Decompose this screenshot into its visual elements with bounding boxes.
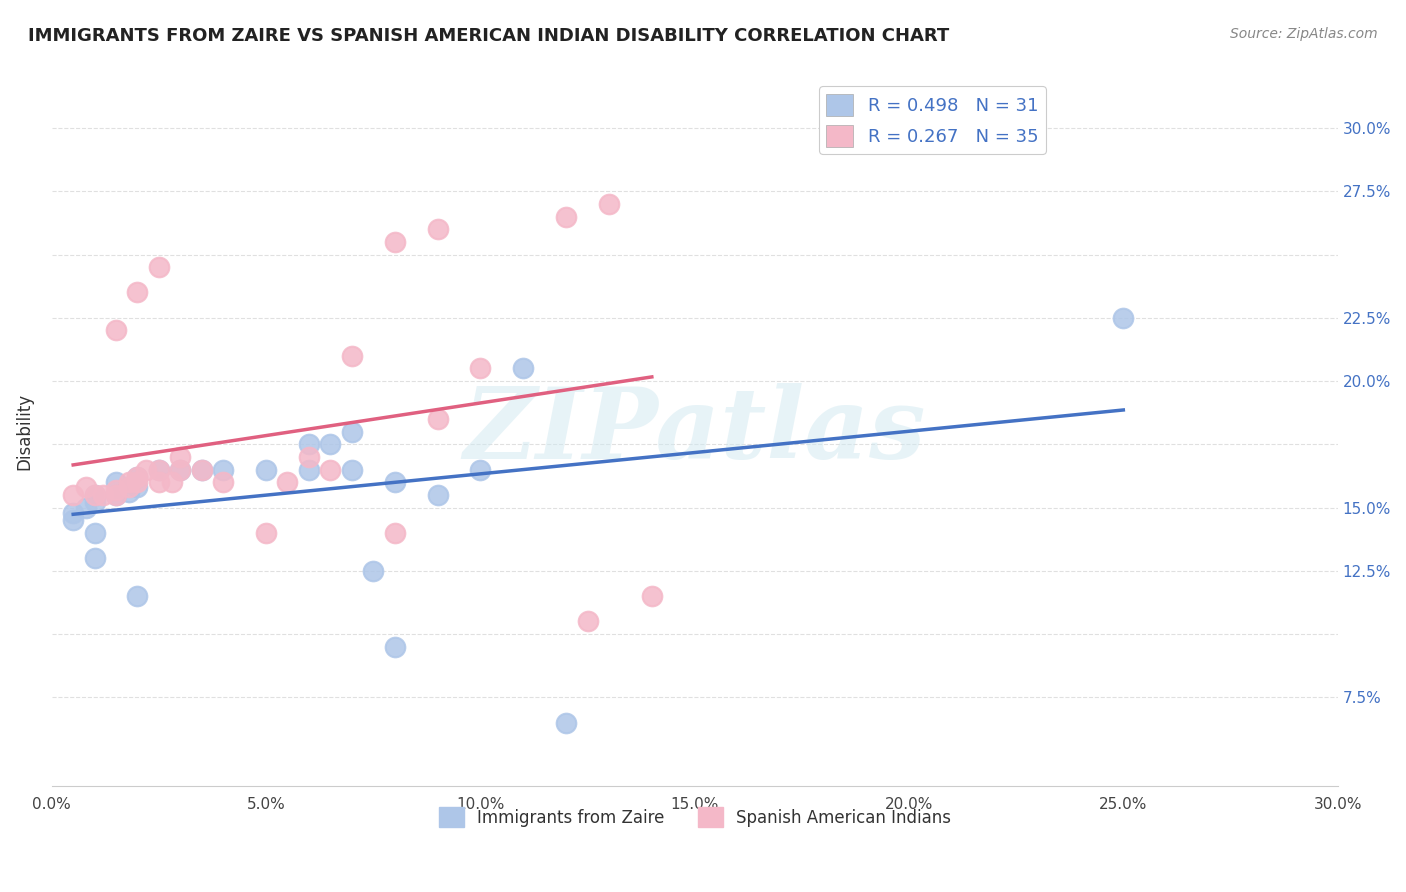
Point [62, 506, 84, 520]
Point [127, 475, 149, 490]
Point [127, 589, 149, 603]
Point [340, 349, 363, 363]
Point [426, 222, 449, 236]
Point [148, 475, 170, 490]
Point [127, 480, 149, 494]
Point [135, 462, 157, 476]
Point [576, 615, 599, 629]
Point [212, 475, 235, 490]
Point [319, 462, 342, 476]
Point [384, 640, 406, 654]
Point [62, 488, 84, 502]
Point [148, 260, 170, 275]
Point [118, 485, 141, 500]
Point [169, 450, 191, 464]
Point [160, 475, 183, 490]
Point [83, 495, 105, 509]
Point [105, 488, 128, 502]
Point [105, 488, 128, 502]
Point [127, 285, 149, 300]
Point [191, 462, 214, 476]
Point [83, 488, 105, 502]
Y-axis label: Disability: Disability [15, 393, 32, 470]
Point [384, 475, 406, 490]
Point [148, 462, 170, 476]
Point [384, 235, 406, 249]
Point [75, 480, 97, 494]
Point [298, 462, 321, 476]
Point [169, 462, 191, 476]
Text: ZIPatlas: ZIPatlas [464, 384, 927, 480]
Point [148, 462, 170, 476]
Point [83, 525, 105, 540]
Point [105, 323, 128, 337]
Point [641, 589, 664, 603]
Point [105, 483, 128, 497]
Point [118, 475, 141, 490]
Legend: Immigrants from Zaire, Spanish American Indians: Immigrants from Zaire, Spanish American … [432, 800, 957, 834]
Point [298, 450, 321, 464]
Point [83, 551, 105, 566]
Point [512, 361, 534, 376]
Point [83, 488, 105, 502]
Point [212, 462, 235, 476]
Point [426, 412, 449, 426]
Point [105, 475, 128, 490]
Point [169, 462, 191, 476]
Point [127, 470, 149, 484]
Point [340, 425, 363, 439]
Point [361, 564, 384, 578]
Point [62, 513, 84, 527]
Point [426, 488, 449, 502]
Point [298, 437, 321, 451]
Text: Source: ZipAtlas.com: Source: ZipAtlas.com [1230, 27, 1378, 41]
Point [340, 462, 363, 476]
Point [276, 475, 298, 490]
Point [254, 525, 277, 540]
Point [75, 500, 97, 515]
Point [555, 715, 578, 730]
Point [254, 462, 277, 476]
Point [470, 462, 492, 476]
Text: IMMIGRANTS FROM ZAIRE VS SPANISH AMERICAN INDIAN DISABILITY CORRELATION CHART: IMMIGRANTS FROM ZAIRE VS SPANISH AMERICA… [28, 27, 949, 45]
Point [1112, 310, 1135, 325]
Point [319, 437, 342, 451]
Point [470, 361, 492, 376]
Point [91, 488, 114, 502]
Point [555, 210, 578, 224]
Point [127, 470, 149, 484]
Point [384, 525, 406, 540]
Point [598, 197, 620, 211]
Point [118, 480, 141, 494]
Point [191, 462, 214, 476]
